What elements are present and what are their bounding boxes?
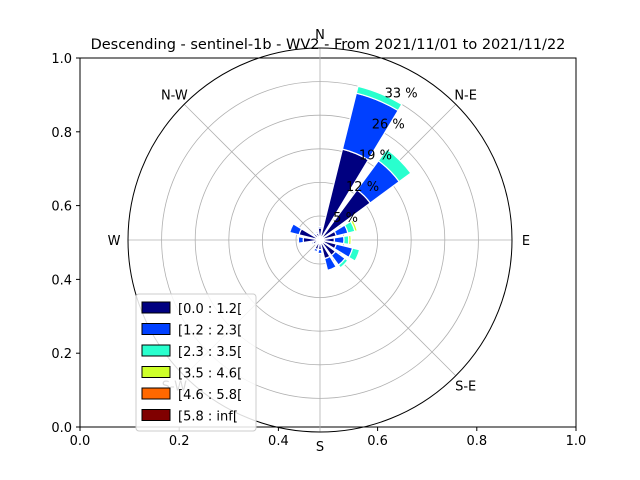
- ring-label-4: 33 %: [385, 87, 418, 102]
- y-tick-label-1: 0.2: [51, 347, 72, 362]
- legend-label-4: [4.6 : 5.8[: [178, 388, 242, 403]
- legend-swatch-2: [141, 344, 171, 357]
- bar-dir-9-bin-1: [312, 247, 319, 253]
- bar-dir-14-bin-1: [312, 232, 317, 237]
- bar-dir-11-bin-1: [310, 241, 315, 246]
- legend-swatch-5: [141, 409, 171, 421]
- compass-label-n-w: N-W: [161, 88, 188, 103]
- legend-swatch-4: [141, 387, 171, 400]
- y-tick-label-2: 0.4: [51, 273, 72, 288]
- compass-label-n: N: [315, 28, 325, 43]
- bar-dir-1-bin-2: [355, 85, 403, 112]
- bar-dir-2-bin-2: [377, 148, 412, 183]
- legend-label-0: [0.0 : 1.2[: [178, 302, 242, 317]
- y-tick-label-4: 0.8: [51, 126, 72, 141]
- bar-dir-12-bin-1: [297, 236, 305, 244]
- ring-label-0: 5 %: [333, 211, 358, 226]
- ring-label-3: 26 %: [372, 118, 405, 133]
- bar-dir-0-bin-1: [317, 225, 323, 229]
- x-tick-label-0: 0.0: [70, 434, 91, 449]
- legend-swatch-1: [141, 323, 171, 335]
- x-tick-label-5: 1.0: [566, 434, 587, 449]
- compass-label-w: W: [108, 234, 121, 249]
- compass-label-s: S: [316, 440, 324, 455]
- bar-dir-7-bin-1: [323, 255, 337, 272]
- legend-swatch-3: [141, 366, 171, 378]
- axis-ticks: 0.0 0.2 0.4 0.6 0.8 1.0 0.0 0.2 0.4 0.6 0.8 1.0: [51, 52, 586, 449]
- ring-label-1: 12 %: [346, 180, 379, 195]
- legend-label-5: [5.8 : inf[: [178, 410, 238, 425]
- ring-label-2: 19 %: [359, 149, 392, 164]
- windrose-bars: [288, 85, 412, 272]
- compass-label-n-e: N-E: [454, 88, 477, 103]
- x-tick-label-2: 0.4: [268, 434, 289, 449]
- bar-dir-4-bin-3: [347, 234, 352, 246]
- bar-dir-15-bin-1: [314, 230, 319, 235]
- y-tick-label-3: 0.6: [51, 200, 72, 215]
- compass-label-e: E: [522, 234, 530, 249]
- bar-dir-6-bin-2: [337, 257, 349, 269]
- bar-dir-8-bin-1: [317, 248, 323, 255]
- polar-outer-circle: [127, 47, 513, 433]
- legend-label-1: [1.2 : 2.3[: [178, 324, 242, 339]
- cartesian-axes-frame: [79, 57, 577, 428]
- legend-swatch-0: [141, 301, 171, 314]
- bar-dir-13-bin-1: [288, 223, 303, 236]
- ring-labels: 5 % 12 % 19 % 26 % 33 %: [333, 87, 417, 226]
- compass-label-s-e: S-E: [455, 380, 476, 395]
- x-tick-label-3: 0.6: [367, 434, 388, 449]
- legend-label-2: [2.3 : 3.5[: [178, 345, 242, 360]
- bar-dir-3-bin-3: [350, 219, 359, 233]
- x-tick-label-4: 0.8: [466, 434, 487, 449]
- bar-dir-4-bin-1: [333, 235, 345, 245]
- legend: [0.0 : 1.2[ [1.2 : 2.3[ [2.3 : 3.5[ [3.5 : …: [135, 293, 257, 432]
- legend-label-3: [3.5 : 4.6[: [178, 367, 242, 382]
- bar-dir-5-bin-2: [347, 247, 361, 262]
- y-tick-label-5: 1.0: [51, 52, 72, 67]
- chart-title: Descending - sentinel-1b - WV2 - From 20…: [91, 37, 566, 53]
- grid-spoke-7: [183, 103, 321, 241]
- axes-box: [79, 57, 577, 428]
- y-tick-label-0: 0.0: [51, 421, 72, 436]
- x-tick-label-1: 0.2: [169, 434, 190, 449]
